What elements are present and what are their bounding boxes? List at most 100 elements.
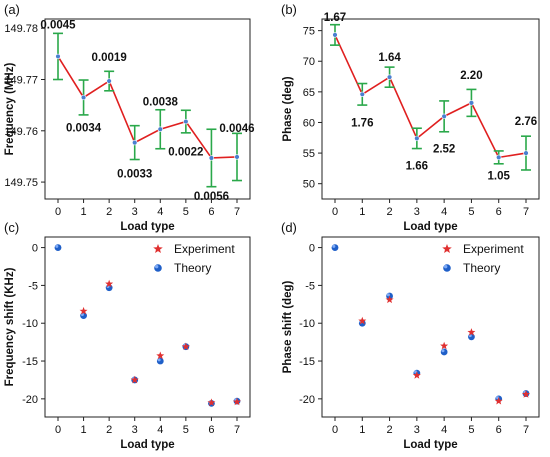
panel-b-data-label: 1.76: [351, 117, 373, 129]
panel-c-legend-theory: Theory: [174, 261, 211, 275]
panel-c-theory-point-highlight: [55, 244, 59, 248]
panel-a-ylabel: Frequency (MHz): [4, 63, 16, 156]
panel-d-experiment-point: [358, 316, 367, 325]
panel-c-experiment-point: [233, 397, 241, 406]
panel-b-ytick-label: 65: [303, 87, 315, 99]
panel-b-xtick-label: 0: [332, 206, 338, 218]
panel-b-series-line: [334, 34, 527, 159]
panel-b-data-label: 2.76: [515, 116, 537, 128]
panel-d-ytick-label: 0: [309, 243, 315, 255]
panel-a-ytick-label: 149.76: [4, 126, 38, 138]
panel-c-legend-experiment: Experiment: [174, 242, 235, 256]
panel-c-experiment-point: [79, 306, 88, 315]
panel-c-experiment-point: [105, 279, 114, 288]
panel-d-xtick-label: 0: [332, 424, 338, 436]
panel-d-legend-star-icon: [442, 244, 452, 254]
panel-a-xtick-label: 3: [132, 206, 138, 218]
panel-b-data-point: [386, 74, 393, 80]
panel-a-ytick-label: 149.75: [4, 177, 38, 189]
panel-d-legend-ball-icon-highlight: [443, 264, 448, 269]
panel-d-xtick-label: 6: [496, 424, 502, 436]
panel-d-theory-point-highlight: [441, 349, 445, 353]
panel-c-axes-frame: [44, 236, 251, 418]
panel-d-theory-point: [440, 348, 448, 356]
panel-a-data-point: [157, 126, 163, 132]
panel-d-theory-point: [468, 333, 475, 341]
panel-a-data-label: 0.0056: [194, 191, 229, 203]
panel-a-data-label: 0.0046: [219, 123, 254, 135]
panel-d-xtick-label: 3: [414, 424, 420, 436]
panel-c-xtick-label: 0: [55, 424, 61, 436]
panel-a-data-label: 0.0019: [92, 52, 127, 64]
panel-a-data-point: [234, 154, 240, 160]
panel-d-xtick-label: 7: [523, 424, 529, 436]
panel-a-xtick-label: 1: [81, 206, 87, 218]
panel-b-ytick-label: 50: [303, 179, 315, 191]
panel-c-xtick-label: 4: [157, 424, 163, 436]
panel-d-experiment-point: [440, 341, 449, 350]
panel-a-data-point: [106, 78, 112, 84]
panel-b-axes-frame: [321, 18, 540, 200]
panel-d-ytick-label: -10: [299, 318, 315, 330]
panel-b-ytick-label: 70: [303, 56, 315, 68]
panel-a-ytick-label: 149.77: [4, 75, 38, 87]
panel-d-experiment-point: [467, 328, 476, 336]
panel-b-ytick-label: 75: [303, 26, 315, 38]
panel-d-xtick-label: 5: [468, 424, 474, 436]
panel-b-data-point: [523, 150, 529, 156]
panel-a-data-point: [80, 94, 87, 101]
panel-d-theory-point: [331, 244, 339, 251]
panel-a-data-label: 0.0033: [117, 169, 152, 181]
panel-d-xtick-label: 2: [387, 424, 393, 436]
panel-b-data-label: 2.20: [460, 70, 482, 82]
panel-b-xtick-label: 4: [441, 206, 447, 218]
panel-c-legend-ball-icon-highlight: [154, 264, 159, 269]
panel-d-experiment-point: [412, 371, 421, 379]
panel-c-experiment-point: [181, 342, 190, 351]
panel-d-ytick-label: -5: [305, 280, 315, 292]
panel-d-xlabel: Load type: [403, 439, 457, 451]
panel-c-xtick-label: 5: [183, 424, 189, 436]
panel-a-xtick-label: 4: [157, 206, 163, 218]
panel-b-ytick-label: 60: [303, 117, 315, 129]
panel-b-ytick-label: 55: [303, 148, 315, 160]
panel-b-xtick-label: 5: [468, 206, 474, 218]
panel-a-xlabel: Load type: [120, 221, 174, 233]
panel-b-data-point: [468, 100, 475, 106]
panel-d-theory-point-highlight: [386, 293, 390, 297]
panel-a-data-label: 0.0034: [66, 122, 102, 134]
panel-b-xtick-label: 2: [387, 206, 393, 218]
panel-c-xtick-label: 6: [208, 424, 214, 436]
panel-d-ytick-label: -20: [299, 394, 315, 406]
panel-c-ytick-label: -20: [22, 394, 38, 406]
panel-c-ytick-label: -10: [22, 318, 38, 330]
panel-b-data-label: 1.67: [324, 12, 346, 24]
panel-a-xtick-label: 6: [208, 206, 214, 218]
panel-d-theory-point-highlight: [332, 244, 336, 248]
panel-a-xtick-label: 0: [55, 206, 61, 218]
panel-a-data-label: 0.0045: [40, 19, 76, 31]
panel-c-label: (c): [4, 220, 19, 235]
panel-a-data-point: [132, 139, 138, 146]
panel-a-label: (a): [4, 2, 20, 17]
panel-a-xtick-label: 7: [234, 206, 240, 218]
panel-c-ytick-label: 0: [32, 243, 38, 255]
panel-b-xtick-label: 6: [496, 206, 502, 218]
panel-c-xtick-label: 1: [81, 424, 87, 436]
panel-d-ytick-label: -15: [299, 356, 315, 368]
panel-c-ytick-label: -5: [28, 280, 38, 292]
panel-c-xtick-label: 3: [132, 424, 138, 436]
panel-c-theory-point: [54, 244, 62, 251]
panel-b-xtick-label: 3: [414, 206, 420, 218]
panel-c-theory-point: [156, 357, 164, 365]
panel-d-label: (d): [281, 220, 297, 235]
panel-d-experiment-point: [522, 390, 530, 398]
panel-d-experiment-point: [494, 396, 503, 405]
panel-b-data-label: 1.05: [488, 170, 511, 182]
panel-b-data-label: 1.64: [378, 52, 401, 64]
panel-a-data-label: 0.0038: [143, 96, 179, 108]
panel-a-data-point: [55, 53, 61, 60]
panel-b-xtick-label: 1: [359, 206, 365, 218]
panel-b-label: (b): [281, 2, 297, 17]
